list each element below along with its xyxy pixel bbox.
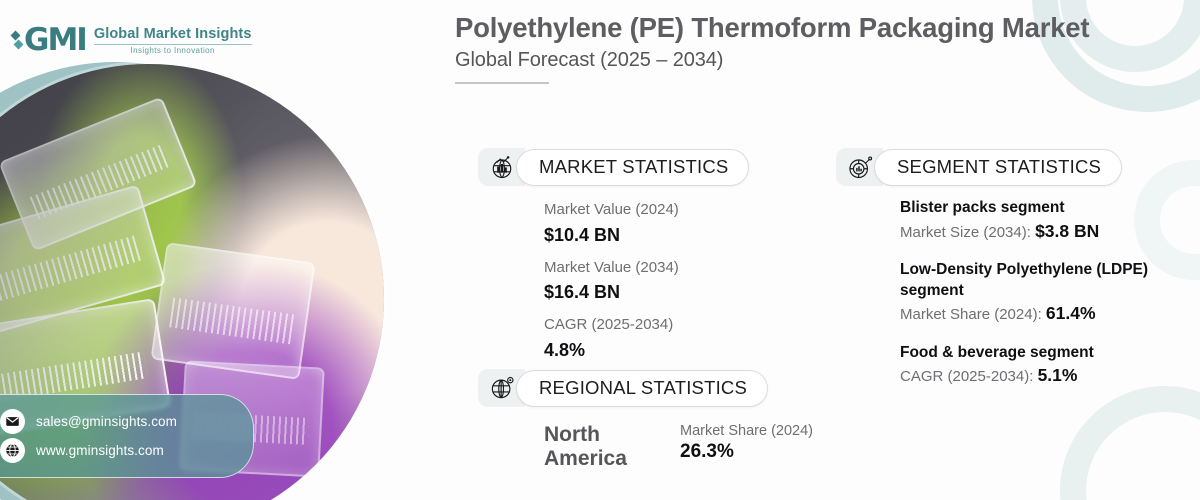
segment-item-ldpe: Low-Density Polyethylene (LDPE) segment …: [900, 260, 1166, 327]
market-value-2034-value: $16.4 BN: [544, 282, 621, 303]
contact-website-row[interactable]: www.gminsights.com: [0, 436, 237, 465]
market-statistics-header: MARKET STATISTICS: [478, 148, 818, 186]
logo-initials: GMI: [24, 22, 88, 58]
segment-metric: CAGR (2025-2034): 5.1%: [900, 363, 1166, 388]
logo-wordmark: Global Market Insights Insights to Innov…: [93, 25, 252, 55]
logo-divider: [93, 43, 252, 45]
region-metric-value: 26.3%: [680, 441, 734, 462]
segment-metric: Market Share (2024): 61.4%: [900, 301, 1166, 326]
segment-metric-label: Market Share (2024):: [900, 306, 1046, 324]
diamond-icon: [10, 30, 24, 50]
market-value-2024-value: $10.4 BN: [544, 224, 621, 245]
segment-statistics-pill: SEGMENT STATISTICS: [874, 148, 1123, 186]
segment-statistics-heading: SEGMENT STATISTICS: [897, 156, 1102, 177]
segment-name: Food & beverage segment: [900, 343, 1094, 361]
company-logo[interactable]: GMI Global Market Insights Insights to I…: [10, 22, 252, 58]
regional-statistics-block: REGIONAL STATISTICS North America Market…: [478, 369, 878, 470]
region-metric-label: Market Share (2024): [680, 423, 813, 439]
page-title: Polyethylene (PE) Thermoform Packaging M…: [455, 12, 1090, 43]
logo-tagline: Insights to Innovation: [130, 45, 215, 55]
segment-metric-label: CAGR (2025-2034):: [900, 368, 1038, 386]
segment-metric: Market Size (2034): $3.8 BN: [900, 219, 1166, 244]
segment-statistics-values: Blister packs segment Market Size (2034)…: [836, 198, 1166, 389]
segment-item-food-beverage: Food & beverage segment CAGR (2025-2034)…: [900, 343, 1166, 389]
title-underline: [455, 82, 549, 85]
contact-email-text: sales@gminsights.com: [36, 414, 178, 429]
segment-metric-value: $3.8 BN: [1035, 220, 1100, 241]
market-statistics-heading: MARKET STATISTICS: [539, 156, 729, 177]
segment-statistics-block: SEGMENT STATISTICS Blister packs segment…: [836, 148, 1166, 405]
contact-website-text: www.gminsights.com: [36, 443, 164, 458]
regional-statistics-pill: REGIONAL STATISTICS: [516, 369, 769, 407]
segment-metric-value: 61.4%: [1045, 303, 1096, 324]
region-name: North America: [544, 423, 627, 470]
regional-statistics-header: REGIONAL STATISTICS: [478, 369, 878, 407]
market-value-2034-label: Market Value (2034): [544, 258, 679, 276]
segment-name: Blister packs segment: [900, 199, 1065, 216]
segment-name: Low-Density Polyethylene (LDPE) segment: [900, 260, 1149, 299]
envelope-icon: [0, 409, 25, 434]
cagr-label: CAGR (2025-2034): [544, 316, 674, 334]
logo-company-name: Global Market Insights: [93, 25, 252, 42]
page-subtitle: Global Forecast (2025 – 2034): [455, 49, 724, 72]
regional-statistics-heading: REGIONAL STATISTICS: [539, 377, 748, 398]
header: Polyethylene (PE) Thermoform Packaging M…: [455, 12, 1095, 85]
segment-metric-label: Market Size (2034):: [900, 223, 1036, 241]
region-metric: Market Share (2024) 26.3%: [680, 423, 813, 463]
market-statistics-pill: MARKET STATISTICS: [516, 148, 750, 186]
segment-item-blister-packs: Blister packs segment Market Size (2034)…: [900, 198, 1166, 244]
segment-statistics-header: SEGMENT STATISTICS: [836, 148, 1166, 186]
market-value-2024-label: Market Value (2024): [544, 201, 679, 218]
cagr-value: 4.8%: [544, 339, 586, 360]
logo-mark: GMI: [10, 22, 88, 58]
market-statistics-block: MARKET STATISTICS Market Value (2024) $1…: [478, 148, 818, 372]
contact-panel: sales@gminsights.com www.gminsights.com: [0, 394, 254, 478]
regional-statistics-values: North America Market Share (2024) 26.3%: [478, 423, 878, 470]
market-statistics-values: Market Value (2024) $10.4 BN Market Valu…: [478, 199, 818, 363]
contact-email-row[interactable]: sales@gminsights.com: [0, 407, 237, 436]
globe-icon: [0, 438, 25, 463]
segment-metric-value: 5.1%: [1037, 365, 1078, 386]
